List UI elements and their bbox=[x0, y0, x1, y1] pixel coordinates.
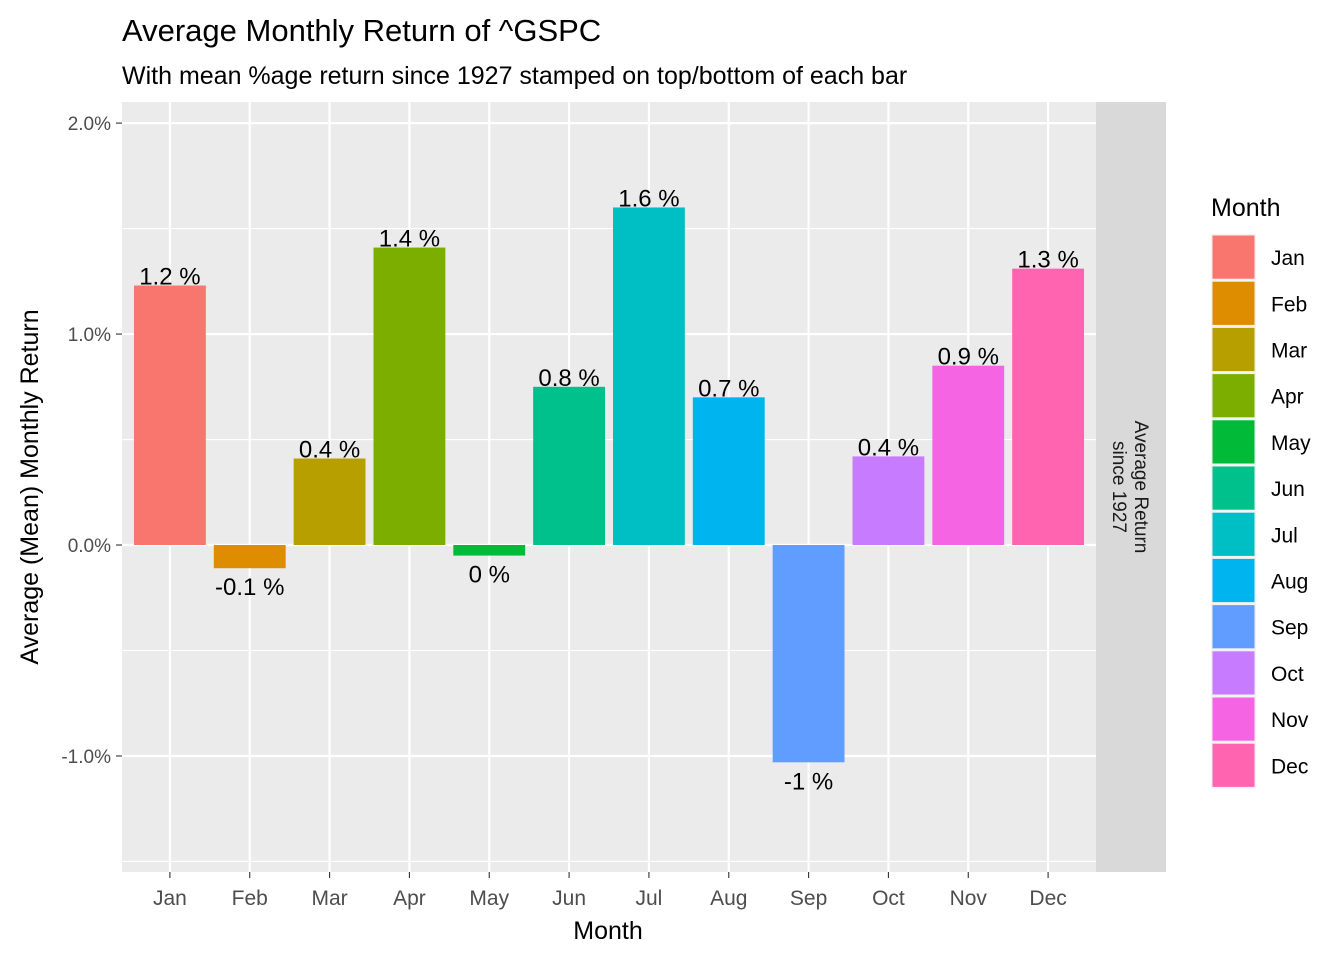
y-axis: -1.0% 0.0% 1.0% 2.0% bbox=[61, 114, 122, 768]
facet-strip bbox=[1096, 102, 1166, 872]
x-tick-label: Jun bbox=[552, 887, 586, 910]
bar-aug bbox=[692, 397, 765, 546]
x-tick-label: May bbox=[469, 887, 509, 910]
legend-key-dec bbox=[1212, 743, 1255, 787]
legend-title: Month bbox=[1211, 194, 1280, 222]
bar-value-label: 0 % bbox=[469, 562, 510, 589]
legend-key-nov bbox=[1212, 697, 1255, 741]
x-axis: Jan Feb Mar Apr May Jun Jul Aug Sep Oct Nov Dec bbox=[153, 872, 1067, 910]
x-tick-label: Nov bbox=[950, 887, 988, 910]
legend-label: Sep bbox=[1271, 617, 1308, 640]
bar-jan bbox=[133, 285, 206, 546]
y-tick-label: -1.0% bbox=[61, 747, 111, 768]
legend-key-may bbox=[1212, 420, 1255, 464]
bar-value-label: 0.4 % bbox=[858, 434, 919, 461]
legend: Jan Feb Mar Apr May Jun Jul Aug Sep Oct Nov Dec bbox=[1211, 234, 1311, 789]
legend-key-feb bbox=[1212, 281, 1255, 325]
legend-key-oct bbox=[1212, 651, 1255, 695]
bar-value-label: 0.9 % bbox=[938, 344, 999, 371]
bar-jun bbox=[533, 386, 606, 546]
legend-label: Aug bbox=[1271, 571, 1308, 594]
chart-title: Average Monthly Return of ^GSPC bbox=[122, 13, 601, 48]
chart-subtitle: With mean %age return since 1927 stamped… bbox=[122, 62, 907, 90]
x-tick-label: Mar bbox=[311, 887, 347, 910]
legend-key-jul bbox=[1212, 512, 1255, 556]
legend-key-mar bbox=[1212, 327, 1255, 372]
x-tick-label: Apr bbox=[393, 887, 426, 910]
legend-label: Feb bbox=[1271, 293, 1307, 316]
legend-label: May bbox=[1271, 432, 1311, 455]
x-tick-label: Jan bbox=[153, 887, 187, 910]
bar-value-label: 0.7 % bbox=[698, 375, 759, 402]
legend-label: Oct bbox=[1271, 663, 1304, 686]
bar-may bbox=[453, 545, 526, 556]
legend-key-apr bbox=[1212, 374, 1255, 418]
facet-strip-line-2: since 1927 bbox=[1108, 441, 1129, 533]
x-tick-label: Dec bbox=[1029, 887, 1066, 910]
bar-value-label: 0.4 % bbox=[299, 437, 360, 464]
bar-oct bbox=[852, 456, 925, 546]
facet-strip-line-1: Average Return bbox=[1130, 421, 1151, 554]
x-tick-label: Aug bbox=[710, 887, 747, 910]
bar-sep bbox=[772, 545, 845, 763]
legend-key-jun bbox=[1212, 466, 1255, 510]
bar-apr bbox=[373, 247, 446, 546]
y-axis-title: Average (Mean) Monthly Return bbox=[16, 309, 44, 664]
bar-value-label: 1.6 % bbox=[618, 185, 679, 212]
x-tick-label: Jul bbox=[635, 887, 662, 910]
facet-strip-label: Average Return since 1927 bbox=[1108, 421, 1151, 554]
bar-jul bbox=[612, 207, 685, 546]
bar-feb bbox=[213, 545, 286, 569]
y-tick-label: 0.0% bbox=[68, 536, 111, 557]
legend-label: Nov bbox=[1271, 709, 1309, 732]
legend-label: Jul bbox=[1271, 524, 1298, 547]
y-tick-label: 1.0% bbox=[68, 325, 111, 346]
bar-value-label: 1.4 % bbox=[379, 226, 440, 253]
legend-label: Dec bbox=[1271, 755, 1308, 778]
bars bbox=[133, 207, 1085, 763]
bar-value-label: 1.3 % bbox=[1017, 247, 1078, 274]
legend-label: Jun bbox=[1271, 478, 1305, 501]
bar-value-label: 1.2 % bbox=[139, 264, 200, 291]
bar-dec bbox=[1012, 268, 1085, 546]
x-axis-title: Month bbox=[573, 917, 642, 945]
legend-label: Mar bbox=[1271, 340, 1307, 363]
legend-key-jan bbox=[1212, 235, 1255, 279]
legend-key-sep bbox=[1212, 605, 1255, 649]
y-tick-label: 2.0% bbox=[68, 114, 111, 135]
bar-value-label: -1 % bbox=[784, 768, 833, 795]
bar-labels: 1.2 % -0.1 % 0.4 % 1.4 % 0 % 0.8 % 1.6 % 0.7 % -… bbox=[139, 185, 1079, 795]
legend-label: Jan bbox=[1271, 247, 1305, 270]
bar-mar bbox=[293, 458, 366, 546]
x-tick-label: Oct bbox=[872, 887, 905, 910]
x-tick-label: Feb bbox=[232, 887, 268, 910]
bar-value-label: -0.1 % bbox=[215, 574, 284, 601]
x-tick-label: Sep bbox=[790, 887, 827, 910]
legend-key-aug bbox=[1212, 558, 1255, 603]
bar-nov bbox=[932, 365, 1005, 546]
legend-label: Apr bbox=[1271, 386, 1304, 409]
bar-value-label: 0.8 % bbox=[538, 365, 599, 392]
